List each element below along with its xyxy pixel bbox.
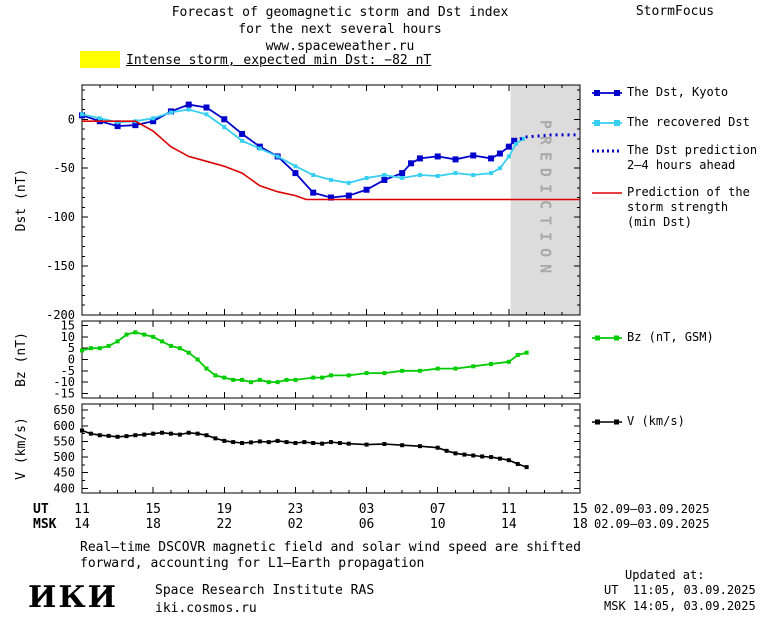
svg-text:-50: -50	[53, 161, 75, 175]
updated-ut-time: UT 11:05, 03.09.2025	[604, 583, 756, 597]
legend-storm-strength: Prediction of the storm strength (min Ds…	[592, 185, 750, 230]
title-line-2: for the next several hours	[238, 22, 442, 37]
svg-text:11: 11	[74, 502, 90, 517]
series-the-recovered-dst	[81, 108, 524, 184]
title-line-1: Forecast of geomagnetic storm and Dst in…	[171, 5, 509, 20]
svg-text:14: 14	[74, 517, 90, 532]
svg-text:23: 23	[288, 502, 304, 517]
institute-name: Space Research Institute RAS	[155, 583, 375, 598]
v-frame	[81, 403, 581, 494]
legend-v-label: V (km/s)	[627, 414, 685, 428]
legend-dst-prediction-label: The Dst prediction 2–4 hours ahead	[627, 143, 758, 172]
msk-date-range: 02.09–03.09.2025	[594, 517, 710, 531]
dst-axis-title: Dst (nT)	[14, 169, 29, 232]
legend-dst-kyoto: The Dst, Kyoto	[592, 85, 728, 100]
svg-text:650: 650	[53, 403, 75, 417]
storm-strength-legend-swatch-icon	[592, 192, 622, 194]
v-axis-title: V (km/s)	[14, 417, 29, 480]
stormfocus-brand: StormFocus	[635, 4, 715, 19]
svg-text:-5: -5	[61, 364, 75, 378]
svg-text:15: 15	[145, 502, 161, 517]
legend-recovered-dst-label: The recovered Dst	[627, 115, 750, 129]
iki-logo: ИКИ	[28, 580, 118, 615]
svg-text:0: 0	[68, 353, 75, 367]
legend-bz: Bz (nT, GSM)	[592, 330, 714, 345]
svg-text:450: 450	[53, 466, 75, 480]
svg-text:06: 06	[359, 517, 375, 532]
x-axis-labels: 11141518192223020306071011141518UTMSK02.…	[33, 502, 710, 532]
recovered-dst-legend-swatch-icon	[592, 120, 622, 126]
page-title: Forecast of geomagnetic storm and Dst in…	[70, 4, 610, 55]
svg-text:15: 15	[572, 502, 588, 517]
svg-text:14: 14	[501, 517, 517, 532]
svg-text:-10: -10	[53, 375, 75, 389]
series-the-dst-kyoto	[81, 103, 515, 199]
legend-recovered-dst: The recovered Dst	[592, 115, 750, 130]
svg-text:11: 11	[501, 502, 517, 517]
bz-frame	[81, 320, 581, 399]
series-prediction-of-the-storm-strength-min-dst	[82, 120, 580, 201]
legend-dst-kyoto-label: The Dst, Kyoto	[627, 85, 729, 99]
updated-msk-time: MSK 14:05, 03.09.2025	[604, 599, 756, 613]
svg-text:02: 02	[288, 517, 304, 532]
intense-storm-swatch	[80, 51, 120, 68]
svg-text:10: 10	[430, 517, 446, 532]
svg-text:-100: -100	[46, 210, 75, 224]
svg-text:-200: -200	[46, 308, 75, 322]
propagation-note: Real–time DSCOVR magnetic field and sola…	[80, 540, 581, 571]
ut-date-range: 02.09–03.09.2025	[594, 502, 710, 516]
dst-prediction-legend-swatch-icon	[592, 149, 622, 153]
svg-text:550: 550	[53, 434, 75, 448]
legend-dst-prediction: The Dst prediction 2–4 hours ahead	[592, 143, 757, 173]
svg-text:22: 22	[216, 517, 232, 532]
svg-text:18: 18	[572, 517, 588, 532]
institute-site-link: iki.cosmos.ru	[155, 601, 257, 616]
ut-row-label: UT	[33, 502, 49, 517]
svg-text:500: 500	[53, 450, 75, 464]
legend-v: V (km/s)	[592, 414, 685, 429]
svg-text:10: 10	[61, 330, 75, 344]
msk-row-label: MSK	[33, 517, 57, 532]
svg-text:03: 03	[359, 502, 375, 517]
series-v-km-s	[81, 429, 527, 468]
series-the-dst-prediction-2-4-hours-ahead	[513, 133, 580, 143]
svg-text:400: 400	[53, 481, 75, 495]
svg-text:15: 15	[61, 319, 75, 333]
legend-storm-strength-label: Prediction of the storm strength (min Ds…	[627, 185, 750, 229]
svg-text:-15: -15	[53, 386, 75, 400]
updated-at-label: Updated at:	[625, 568, 705, 582]
bz-axis-title: Bz (nT)	[14, 332, 29, 387]
dst-kyoto-legend-swatch-icon	[592, 90, 622, 96]
dst-panel: 0 -50 -100 -150 -200	[46, 84, 581, 322]
series-bz-nt-gsm	[81, 331, 527, 384]
svg-text:07: 07	[430, 502, 446, 517]
svg-text:19: 19	[216, 502, 232, 517]
svg-text:-150: -150	[46, 259, 75, 273]
svg-text:600: 600	[53, 419, 75, 433]
legend-bz-label: Bz (nT, GSM)	[627, 330, 714, 344]
svg-text:5: 5	[68, 341, 75, 355]
svg-text:18: 18	[145, 517, 161, 532]
storm-alert-text: Intense storm, expected min Dst: −82 nT	[126, 53, 432, 68]
site-link: www.spaceweather.ru	[265, 39, 415, 54]
svg-text:0: 0	[68, 112, 75, 126]
v-legend-swatch-icon	[592, 419, 622, 425]
bz-legend-swatch-icon	[592, 335, 622, 341]
